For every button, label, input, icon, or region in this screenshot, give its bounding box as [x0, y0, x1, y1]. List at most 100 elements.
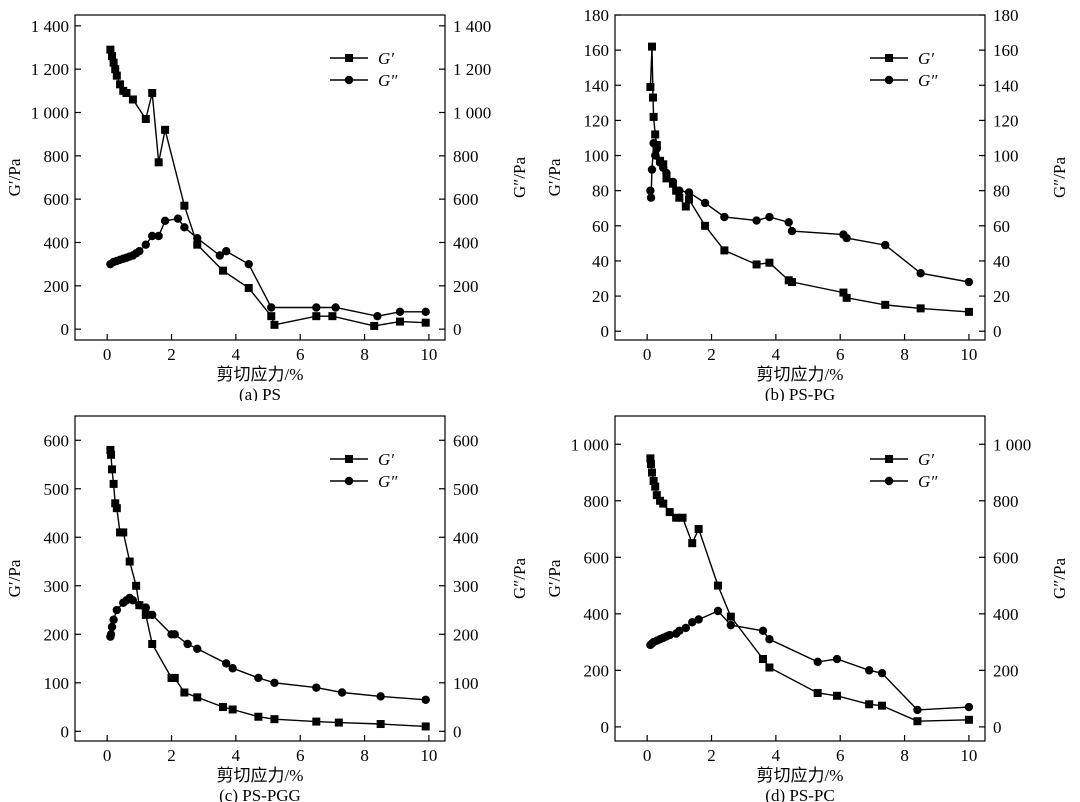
- data-point: [122, 89, 131, 97]
- data-point: [675, 186, 684, 195]
- data-point: [148, 231, 157, 241]
- data-point: [180, 201, 189, 210]
- data-point: [652, 491, 661, 500]
- data-point: [813, 688, 822, 697]
- data-point: [694, 615, 703, 624]
- y-tick-label-left: 160: [584, 41, 610, 60]
- legend-label: G″: [918, 71, 938, 90]
- data-point: [421, 722, 430, 731]
- data-point: [758, 626, 768, 635]
- y-tick-label-right: 20: [993, 287, 1010, 306]
- y-tick-label-left: 1 400: [31, 17, 69, 36]
- data-point: [141, 115, 150, 123]
- data-point: [668, 177, 678, 187]
- y-tick-label-right: 200: [453, 277, 479, 296]
- data-point: [170, 673, 179, 682]
- data-point: [373, 311, 382, 321]
- data-point: [646, 454, 655, 463]
- legend-marker: [884, 75, 894, 85]
- data-point: [395, 317, 404, 326]
- x-tick-label: 4: [232, 746, 241, 765]
- x-tick-label: 2: [707, 746, 716, 765]
- y-tick-label-right: 400: [453, 234, 479, 253]
- data-point: [881, 300, 890, 309]
- data-point: [376, 692, 385, 701]
- y-tick-label-left: 80: [592, 182, 609, 201]
- y-axis-label-right: G″/Pa: [510, 558, 529, 600]
- data-point: [720, 246, 729, 255]
- data-point: [267, 312, 276, 321]
- panel-caption: (d) PS-PC: [765, 786, 834, 802]
- y-tick-label-right: 0: [453, 320, 462, 339]
- data-point: [672, 513, 681, 522]
- x-tick-label: 4: [772, 746, 781, 765]
- x-tick-label: 10: [960, 746, 977, 765]
- data-point: [161, 125, 170, 134]
- data-point: [148, 610, 157, 620]
- data-point: [109, 615, 118, 624]
- legend-label: G″: [378, 71, 398, 90]
- data-point: [254, 673, 263, 683]
- panel-caption: (a) PS: [239, 385, 281, 401]
- plot-frame: [74, 14, 446, 341]
- data-point: [865, 700, 874, 709]
- y-tick-label-left: 100: [584, 147, 610, 166]
- y-tick-label-left: 1 000: [571, 435, 609, 454]
- data-point: [916, 269, 925, 278]
- legend-label: G′: [918, 450, 934, 469]
- data-point: [193, 644, 202, 654]
- data-point: [833, 691, 841, 700]
- data-point: [864, 666, 874, 675]
- data-point: [647, 460, 656, 469]
- series-line: [109, 49, 426, 327]
- data-point: [685, 195, 693, 204]
- y-axis-label-left: G′/Pa: [545, 559, 564, 597]
- x-tick-label: 10: [420, 746, 437, 765]
- data-point: [128, 596, 138, 605]
- y-axis-label-right: G″/Pa: [510, 157, 529, 199]
- legend-marker: [345, 54, 353, 62]
- y-tick-label-right: 500: [453, 480, 479, 499]
- y-tick-label-right: 100: [993, 147, 1019, 166]
- y-tick-label-right: 800: [453, 147, 479, 166]
- data-point: [964, 715, 973, 724]
- y-tick-label-left: 200: [44, 625, 70, 644]
- data-point: [141, 610, 150, 619]
- data-point: [813, 657, 822, 667]
- plot-frame: [614, 14, 986, 341]
- data-point: [106, 445, 115, 454]
- data-point: [267, 303, 276, 312]
- data-point: [662, 174, 671, 183]
- data-point: [112, 504, 121, 513]
- y-tick-label-left: 40: [592, 252, 609, 271]
- data-point: [765, 212, 774, 222]
- x-tick-label: 2: [167, 746, 176, 765]
- y-tick-label-right: 400: [453, 528, 479, 547]
- y-tick-label-right: 200: [453, 625, 479, 644]
- data-point: [228, 705, 237, 714]
- data-point: [659, 499, 668, 508]
- data-point: [787, 278, 796, 287]
- y-tick-label-left: 800: [584, 492, 610, 511]
- data-point: [651, 151, 660, 160]
- data-point: [154, 231, 163, 241]
- data-point: [180, 688, 189, 697]
- data-point: [106, 630, 116, 639]
- y-tick-label-left: 140: [584, 76, 610, 95]
- y-tick-label-left: 20: [592, 287, 609, 306]
- legend-label: G′: [378, 49, 394, 68]
- data-point: [112, 71, 121, 80]
- data-point: [244, 259, 253, 269]
- y-tick-label-left: 60: [592, 217, 609, 236]
- data-point: [665, 508, 674, 517]
- data-point: [135, 246, 144, 256]
- data-point: [222, 659, 231, 668]
- legend-entry: G″: [330, 472, 398, 491]
- data-point: [752, 216, 761, 225]
- y-tick-label-right: 1 400: [453, 17, 491, 36]
- x-tick-label: 10: [420, 345, 437, 364]
- data-point: [170, 630, 179, 639]
- x-tick-label: 0: [643, 746, 652, 765]
